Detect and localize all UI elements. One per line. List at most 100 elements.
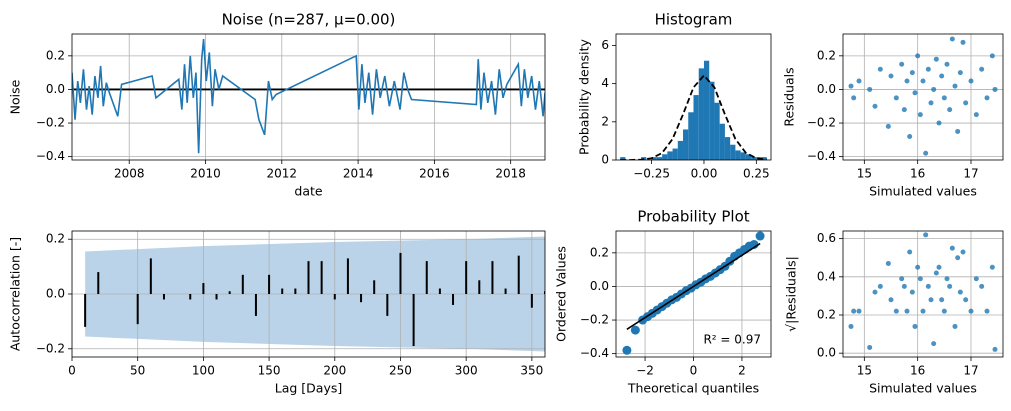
- annotation: R² = 0.97: [703, 333, 761, 347]
- point: [923, 150, 929, 156]
- x-tick-label: 300: [455, 364, 478, 378]
- point: [923, 232, 929, 238]
- x-tick-label: 2010: [190, 167, 221, 181]
- point: [917, 276, 923, 282]
- point: [949, 245, 955, 251]
- hist-bar: [677, 140, 684, 160]
- point: [955, 255, 961, 261]
- y-tick-label: 0.0: [46, 287, 65, 301]
- point: [952, 323, 958, 329]
- axes-frame: [71, 230, 546, 358]
- point: [622, 345, 632, 355]
- y-tick-label: −0.4: [807, 149, 836, 163]
- x-axis-label: Theoretical quantiles: [627, 381, 759, 396]
- x-tick-label: −0.25: [633, 167, 670, 181]
- point: [931, 86, 937, 92]
- point: [893, 308, 899, 314]
- x-tick-label: 2014: [343, 167, 374, 181]
- point: [960, 39, 966, 45]
- axes-title: Histogram: [655, 11, 733, 29]
- point: [885, 123, 891, 129]
- y-tick-label: 0.0: [817, 346, 836, 360]
- y-tick-label: −0.2: [807, 116, 836, 130]
- x-axis-label: date: [294, 184, 322, 199]
- hist-bar: [724, 137, 731, 160]
- x-tick-label: 50: [130, 364, 145, 378]
- point: [877, 283, 883, 289]
- axes-frame: [615, 230, 772, 358]
- y-tick-label: 0: [601, 153, 609, 167]
- point: [872, 289, 878, 295]
- x-tick-label: −2: [636, 364, 654, 378]
- hist-bar: [751, 157, 757, 160]
- point: [851, 95, 857, 101]
- hist-bar: [667, 151, 673, 160]
- point: [957, 289, 963, 295]
- point: [936, 120, 942, 126]
- y-tick-label: 0.2: [46, 232, 65, 246]
- hist-bar: [703, 60, 710, 160]
- y-tick-label: 2: [601, 114, 609, 128]
- y-tick-label: 0.2: [46, 48, 65, 62]
- point: [904, 78, 910, 84]
- x-tick-label: 0.00: [691, 167, 718, 181]
- x-tick-label: 15: [857, 364, 872, 378]
- point: [939, 297, 945, 303]
- point: [944, 276, 950, 282]
- point: [867, 344, 873, 350]
- point: [992, 86, 998, 92]
- axes-title: Noise (n=287, μ=0.00): [222, 11, 396, 29]
- point: [877, 66, 883, 72]
- point: [936, 264, 942, 270]
- plot-area: [616, 231, 771, 357]
- point: [963, 297, 969, 303]
- hist-bar: [693, 95, 699, 160]
- point: [949, 36, 955, 42]
- axes-frame: [842, 230, 1004, 358]
- x-tick-label: 0.25: [743, 167, 770, 181]
- hist-bar: [761, 157, 767, 160]
- point: [901, 107, 907, 113]
- noise-line: [72, 38, 545, 154]
- y-axis-label: Ordered Values: [554, 246, 569, 342]
- point: [984, 95, 990, 101]
- plot-area: [843, 34, 1003, 160]
- point: [928, 100, 934, 106]
- point: [944, 61, 950, 67]
- y-tick-label: 0.0: [46, 82, 65, 96]
- y-tick-label: 0.2: [817, 308, 836, 322]
- hist-bar: [709, 81, 715, 160]
- point: [901, 283, 907, 289]
- x-axis-label: Lag [Days]: [275, 381, 342, 396]
- x-tick-label: 100: [192, 364, 215, 378]
- point: [888, 297, 894, 303]
- point: [963, 100, 969, 106]
- point: [989, 264, 995, 270]
- hist-bar: [620, 157, 626, 160]
- point: [933, 270, 939, 276]
- point: [925, 283, 931, 289]
- point: [979, 66, 985, 72]
- plot-area: [72, 34, 545, 160]
- y-axis-label: Probability density: [577, 38, 592, 154]
- x-tick-label: 250: [389, 364, 412, 378]
- plot-area: [620, 60, 767, 160]
- x-tick-label: 0: [68, 364, 76, 378]
- point: [979, 283, 985, 289]
- point: [920, 308, 926, 314]
- point: [888, 73, 894, 79]
- point: [893, 95, 899, 101]
- point: [856, 78, 862, 84]
- x-tick-label: 350: [520, 364, 543, 378]
- y-tick-label: 4: [601, 76, 609, 90]
- x-tick-label: 200: [323, 364, 346, 378]
- point: [973, 276, 979, 282]
- point: [928, 297, 934, 303]
- point: [915, 264, 921, 270]
- x-tick-label: 2008: [114, 167, 145, 181]
- point: [915, 53, 921, 59]
- y-axis-label: Residuals: [782, 67, 797, 126]
- x-tick-label: 2012: [267, 167, 298, 181]
- y-tick-label: 0.2: [590, 245, 609, 259]
